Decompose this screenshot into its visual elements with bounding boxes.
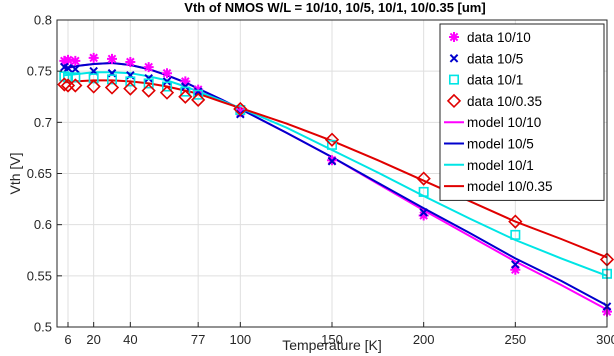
data-point [193,84,204,95]
legend-marker-swatch [449,53,459,63]
data-point [143,78,154,89]
data-point [510,264,521,275]
legend-item: model 10/1 [444,158,534,173]
y-tick-label: 0.5 [34,320,52,335]
data-point [162,77,172,86]
data-point [63,63,73,73]
data-point [63,54,73,65]
marker-series-3 [57,77,614,267]
data-point [178,89,193,104]
data-point [416,171,431,186]
data-point [125,76,136,87]
data-point [57,77,72,92]
x-tick-label: 300 [596,332,614,347]
x-tick-label: 40 [123,332,137,347]
data-point [162,81,173,92]
data-point [193,87,203,96]
chart-title: Vth of NMOS W/L = 10/10, 10/5, 10/1, 10/… [184,0,485,15]
y-tick-label: 0.55 [27,268,52,283]
axis-ticks: 6 20 40 77 100 150 200 250 300 0.5 0.55 0.6 0.65 0.7 0… [27,13,614,348]
data-point [180,76,191,87]
data-point [191,92,206,107]
legend-item: data 10/5 [449,51,523,66]
x-tick-label: 6 [64,332,71,347]
data-point [233,101,248,117]
y-tick-label: 0.8 [34,13,52,28]
legend-label: model 10/1 [467,158,534,173]
legend-label: model 10/5 [467,137,534,152]
data-point [68,78,83,93]
data-point [159,85,175,100]
x-tick-label: 150 [321,332,343,347]
y-axis-label: Vth [V] [7,152,23,194]
legend: data 10/10 data 10/5 data 10/1 data 10/0.35… [439,23,605,201]
data-point [88,73,99,84]
data-point [86,79,101,94]
data-point [141,83,156,98]
legend-label: data 10/1 [467,73,523,88]
data-point [510,229,521,240]
legend-marker-swatch [448,74,459,85]
data-point [144,74,153,83]
legend-label: model 10/0.35 [467,179,553,194]
data-point [181,82,190,91]
x-tick-label: 250 [504,332,526,347]
x-tick-label: 20 [86,332,100,347]
legend-item: model 10/0.35 [444,179,553,194]
data-point [104,80,120,95]
legend-label: data 10/5 [467,51,523,66]
model-line-series-7 [64,79,608,259]
data-point [418,210,429,221]
data-point [180,86,191,97]
legend-item: data 10/10 [449,30,531,45]
data-point [418,186,429,197]
y-tick-label: 0.6 [34,217,52,232]
legend-label: data 10/10 [467,30,531,45]
y-tick-label: 0.7 [34,115,52,130]
data-point [125,56,136,67]
legend-label: data 10/0.35 [467,94,542,109]
x-tick-label: 100 [229,332,251,347]
x-tick-label: 200 [413,332,435,347]
data-point [107,74,118,85]
y-tick-label: 0.75 [27,64,52,79]
data-point [107,53,117,64]
legend-marker-swatch [446,93,462,109]
data-point [71,64,80,74]
legend-marker-swatch [449,32,459,42]
data-point [419,208,428,217]
data-point [59,55,70,66]
legend-item: model 10/10 [444,115,541,130]
data-point [511,260,520,269]
x-tick-label: 77 [191,332,205,347]
x-axis-label: Temperature [K] [282,337,382,353]
legend-item: data 10/0.35 [446,93,542,109]
data-point [508,214,523,229]
data-point [162,68,172,79]
data-point [88,52,99,63]
legend-item: data 10/1 [448,73,523,88]
legend-label: model 10/10 [467,115,541,130]
data-point [326,139,337,150]
data-point [235,107,246,118]
data-point [123,81,138,96]
y-tick-label: 0.65 [27,166,52,181]
data-point [70,72,81,83]
data-point [327,156,337,166]
data-point [70,55,81,66]
data-point [324,132,340,147]
data-point [193,89,204,100]
data-point [143,62,154,73]
legend-box [439,23,605,201]
legend-item: model 10/5 [444,137,534,152]
